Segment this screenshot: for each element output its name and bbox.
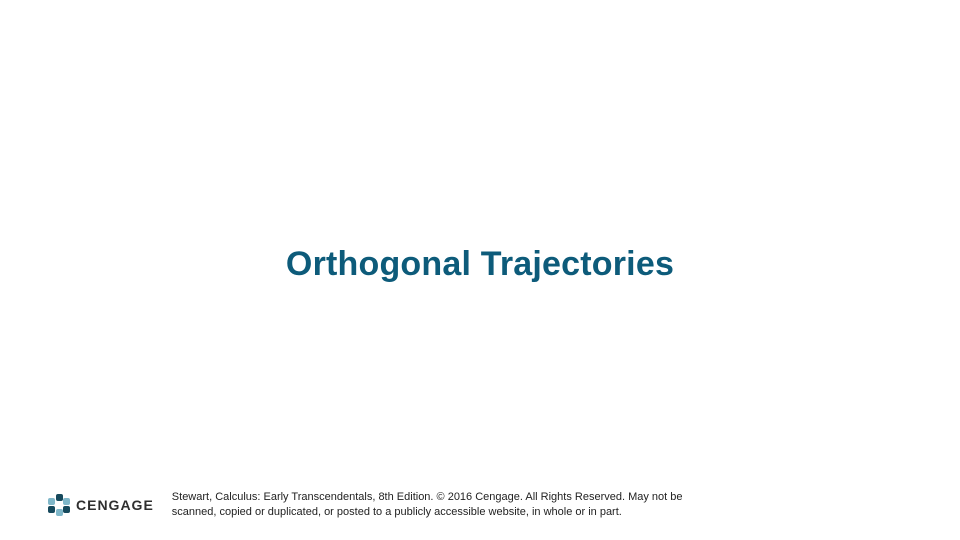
copyright-text: Stewart, Calculus: Early Transcendentals…	[172, 490, 683, 520]
slide-title: Orthogonal Trajectories	[0, 245, 960, 284]
copyright-line-2: scanned, copied or duplicated, or posted…	[172, 506, 622, 518]
brand-name: CENGAGE	[76, 497, 154, 513]
brand-logo: CENGAGE	[48, 494, 154, 516]
slide: Orthogonal Trajectories CENGAGE Stewart,…	[0, 0, 960, 540]
brand-logo-icon	[48, 494, 70, 516]
copyright-line-1: Stewart, Calculus: Early Transcendentals…	[172, 491, 683, 503]
footer: CENGAGE Stewart, Calculus: Early Transce…	[48, 490, 940, 520]
